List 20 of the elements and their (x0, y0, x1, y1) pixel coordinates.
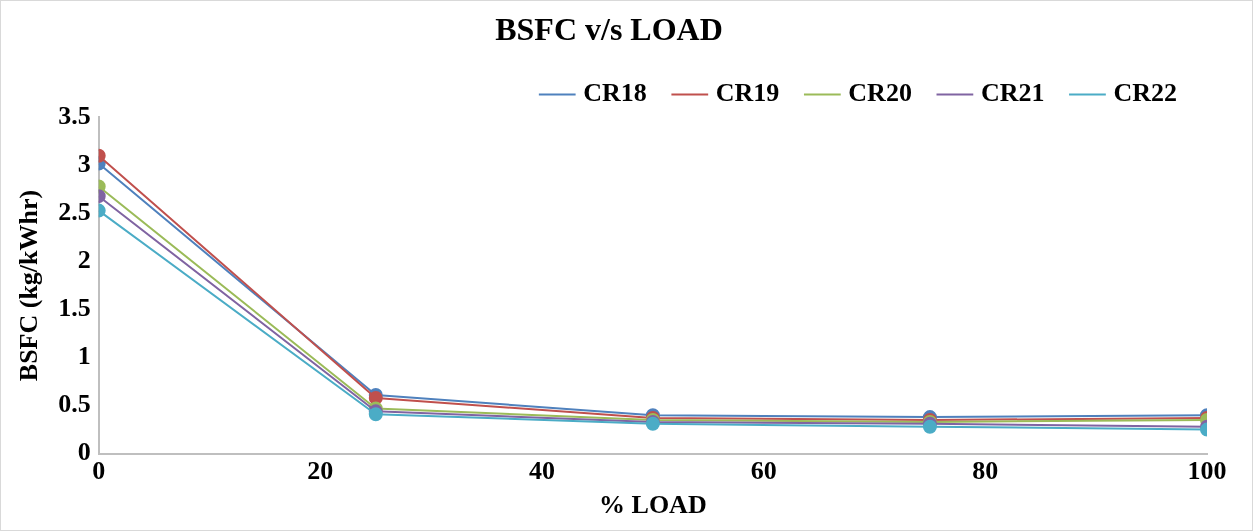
legend-label: CR20 (848, 78, 912, 108)
y-tick-label: 0.5 (58, 389, 91, 419)
x-tick-label: 100 (1187, 455, 1227, 485)
y-tick-label: 3 (77, 149, 91, 179)
x-axis-title: % LOAD (599, 490, 707, 520)
y-tick-label: 1 (77, 341, 91, 371)
chart-title: BSFC v/s LOAD (495, 11, 723, 48)
y-tick-label: 2 (77, 245, 91, 275)
y-tick-label: 1.5 (58, 293, 91, 323)
y-tick-label: 3.5 (58, 101, 91, 131)
legend-label: CR21 (980, 78, 1045, 108)
y-tick-label: 2.5 (58, 197, 91, 227)
x-tick-label: 60 (750, 455, 777, 485)
x-tick-label: 20 (307, 455, 334, 485)
legend-label: CR22 (1113, 78, 1178, 108)
legend-label: CR18 (583, 78, 647, 108)
x-tick-label: 80 (972, 455, 999, 485)
legend-label: CR19 (715, 78, 780, 108)
x-tick-label: 40 (529, 455, 556, 485)
y-axis-title: BSFC (kg/kWhr) (14, 189, 44, 382)
